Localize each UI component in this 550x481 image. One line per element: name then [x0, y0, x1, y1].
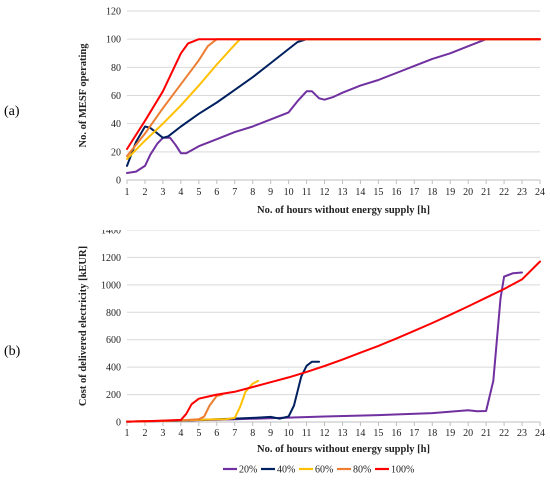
- x-tick-label: 24: [535, 187, 545, 198]
- x-tick-label: 17: [409, 428, 419, 439]
- x-tick-label: 21: [481, 428, 491, 439]
- y-axis-title: No. of MESF operating: [78, 43, 89, 148]
- y-tick-label: 40: [111, 119, 121, 130]
- y-tick-label: 1400: [101, 230, 121, 237]
- x-tick-label: 22: [499, 428, 509, 439]
- x-tick-label: 19: [445, 187, 455, 198]
- x-tick-label: 15: [373, 428, 383, 439]
- series-line-40pct: [126, 38, 541, 167]
- x-tick-label: 7: [232, 428, 237, 439]
- y-tick-label: 200: [106, 390, 121, 401]
- x-tick-label: 1: [125, 428, 130, 439]
- x-tick-label: 9: [268, 428, 273, 439]
- series-line-60pct: [126, 38, 541, 160]
- x-tick-label: 8: [250, 428, 255, 439]
- x-tick-label: 13: [337, 187, 347, 198]
- panel-a-label: (a): [4, 104, 20, 119]
- x-tick-label: 6: [214, 187, 219, 198]
- x-tick-label: 2: [142, 428, 147, 439]
- x-tick-label: 17: [409, 187, 419, 198]
- x-tick-label: 4: [178, 187, 183, 198]
- x-tick-label: 7: [232, 187, 237, 198]
- x-tick-label: 20: [463, 428, 473, 439]
- series-line-20pct: [126, 271, 523, 423]
- y-tick-label: 100: [106, 35, 121, 46]
- y-tick-label: 0: [116, 176, 121, 187]
- series-line-80pct: [126, 38, 541, 158]
- x-tick-label: 11: [302, 428, 312, 439]
- series-line-40pct: [126, 360, 321, 423]
- series-line-100pct: [126, 260, 541, 423]
- x-tick-label: 23: [517, 428, 527, 439]
- legend-label: 20%: [239, 465, 257, 476]
- panel-b-label: (b): [4, 344, 21, 359]
- legend-label: 100%: [391, 465, 414, 476]
- x-tick-label: 19: [445, 428, 455, 439]
- y-tick-label: 60: [111, 91, 121, 102]
- x-tick-label: 21: [481, 187, 491, 198]
- x-tick-label: 5: [196, 428, 201, 439]
- x-tick-label: 12: [320, 428, 330, 439]
- x-tick-label: 12: [320, 187, 330, 198]
- x-tick-label: 8: [250, 187, 255, 198]
- y-tick-label: 120: [106, 7, 121, 18]
- series-line-20pct: [126, 38, 541, 174]
- x-tick-label: 1: [125, 187, 130, 198]
- x-tick-label: 5: [196, 187, 201, 198]
- x-tick-label: 16: [391, 428, 401, 439]
- legend-label: 40%: [277, 465, 295, 476]
- series-line-60pct: [126, 379, 260, 423]
- x-tick-label: 3: [160, 428, 165, 439]
- x-axis-title: No. of hours without energy supply [h]: [257, 444, 430, 455]
- x-tick-label: 15: [373, 187, 383, 198]
- legend-label: 80%: [353, 465, 371, 476]
- x-tick-label: 13: [337, 428, 347, 439]
- y-tick-label: 1200: [101, 253, 121, 264]
- x-tick-label: 2: [142, 187, 147, 198]
- y-tick-label: 80: [111, 63, 121, 74]
- y-tick-label: 1000: [101, 280, 121, 291]
- x-tick-label: 6: [214, 428, 219, 439]
- x-tick-label: 14: [355, 428, 365, 439]
- y-tick-label: 600: [106, 335, 121, 346]
- x-tick-label: 18: [427, 428, 437, 439]
- x-tick-label: 3: [160, 187, 165, 198]
- x-tick-label: 10: [284, 187, 294, 198]
- x-tick-label: 18: [427, 187, 437, 198]
- x-axis-title: No. of hours without energy supply [h]: [257, 205, 430, 216]
- x-tick-label: 11: [302, 187, 312, 198]
- y-tick-label: 400: [106, 363, 121, 374]
- y-tick-label: 800: [106, 308, 121, 319]
- x-tick-label: 9: [268, 187, 273, 198]
- x-tick-label: 20: [463, 187, 473, 198]
- x-tick-label: 16: [391, 187, 401, 198]
- x-tick-label: 23: [517, 187, 527, 198]
- y-tick-label: 20: [111, 147, 121, 158]
- series-line-100pct: [126, 38, 541, 150]
- x-tick-label: 14: [355, 187, 365, 198]
- y-axis-title: Cost of delivered electricity [kEUR]: [78, 246, 89, 406]
- x-tick-label: 10: [284, 428, 294, 439]
- y-tick-label: 0: [116, 418, 121, 429]
- x-tick-label: 4: [178, 428, 183, 439]
- series-line-80pct: [126, 393, 224, 423]
- x-tick-label: 22: [499, 187, 509, 198]
- legend-label: 60%: [315, 465, 333, 476]
- x-tick-label: 24: [535, 428, 545, 439]
